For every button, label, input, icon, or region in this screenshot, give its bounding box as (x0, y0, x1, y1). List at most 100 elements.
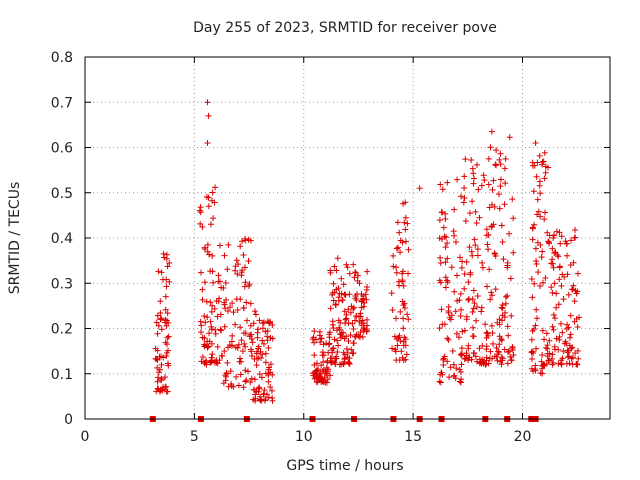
data-point (501, 346, 508, 353)
data-point (453, 330, 460, 337)
data-point (333, 327, 340, 334)
data-point (217, 326, 224, 333)
data-point (228, 342, 235, 349)
data-point (215, 272, 222, 279)
data-point (401, 305, 408, 312)
data-point (347, 309, 354, 316)
data-point (163, 322, 170, 329)
data-point (540, 279, 547, 286)
data-point (483, 329, 490, 336)
data-point (489, 292, 496, 299)
data-point (393, 315, 400, 322)
data-point (256, 385, 263, 392)
data-point (268, 387, 275, 394)
data-point (539, 370, 546, 377)
data-point (542, 169, 549, 176)
data-point (453, 238, 460, 245)
data-point (529, 348, 536, 355)
data-point (242, 367, 249, 374)
data-point (358, 304, 365, 311)
data-point (403, 351, 410, 358)
chart-title: Day 255 of 2023, SRMTID for receiver pov… (193, 20, 497, 36)
data-point (317, 339, 324, 346)
data-point (442, 210, 449, 217)
data-point (245, 368, 252, 375)
data-point (550, 359, 557, 366)
data-point (237, 324, 244, 331)
data-point (234, 344, 241, 351)
data-point (441, 321, 448, 328)
data-point (237, 243, 244, 250)
x-tick-label: 20 (514, 429, 532, 445)
data-point (393, 269, 400, 276)
data-point (528, 336, 535, 343)
y-tick-labels: 0 0.1 0.2 0.3 0.4 0.5 0.6 0.7 0.8 (51, 50, 73, 428)
data-point (205, 194, 212, 201)
data-point (556, 336, 563, 343)
data-point (544, 342, 551, 349)
data-point (473, 219, 480, 226)
data-point (564, 271, 571, 278)
data-point (488, 289, 495, 296)
data-point (243, 377, 250, 384)
data-point (549, 256, 556, 263)
data-point (345, 320, 352, 327)
data-point (333, 286, 340, 293)
data-point (466, 210, 473, 217)
data-point (496, 333, 503, 340)
x-tick-label: 10 (295, 429, 313, 445)
data-point (495, 191, 502, 198)
data-point (478, 182, 485, 189)
data-point (539, 248, 546, 255)
data-point (400, 315, 407, 322)
data-point (317, 370, 324, 377)
data-point (346, 361, 353, 368)
data-point (444, 255, 451, 262)
data-point (555, 360, 562, 367)
data-points (152, 99, 583, 404)
data-point (469, 296, 476, 303)
data-point (165, 347, 172, 354)
data-point (256, 370, 263, 377)
data-point (392, 348, 399, 355)
data-point (539, 327, 546, 334)
data-point (347, 332, 354, 339)
data-point (240, 305, 247, 312)
data-point (217, 311, 224, 318)
data-point (232, 267, 239, 274)
data-point (458, 193, 465, 200)
data-point (393, 336, 400, 343)
data-point (197, 318, 204, 325)
data-point (444, 240, 451, 247)
data-point (563, 240, 570, 247)
data-point (552, 249, 559, 256)
data-point (242, 343, 249, 350)
data-point (353, 331, 360, 338)
data-point (164, 310, 171, 317)
data-point (335, 342, 342, 349)
data-point (351, 317, 358, 324)
data-point (240, 330, 247, 337)
data-point (442, 215, 449, 222)
data-point (164, 263, 171, 270)
data-point (440, 362, 447, 369)
data-point (537, 213, 544, 220)
data-point (497, 176, 504, 183)
data-point (159, 387, 166, 394)
data-point (210, 215, 217, 222)
data-point (330, 280, 337, 287)
data-point (332, 301, 339, 308)
data-point (494, 351, 501, 358)
data-point (451, 372, 458, 379)
data-point (163, 353, 170, 360)
data-point (558, 233, 565, 240)
data-point (531, 221, 538, 228)
data-point (162, 317, 169, 324)
data-point (232, 321, 239, 328)
data-point (207, 299, 214, 306)
data-point (361, 326, 368, 333)
data-point (483, 226, 490, 233)
data-point (468, 248, 475, 255)
data-point (154, 364, 161, 371)
data-point (364, 268, 371, 275)
